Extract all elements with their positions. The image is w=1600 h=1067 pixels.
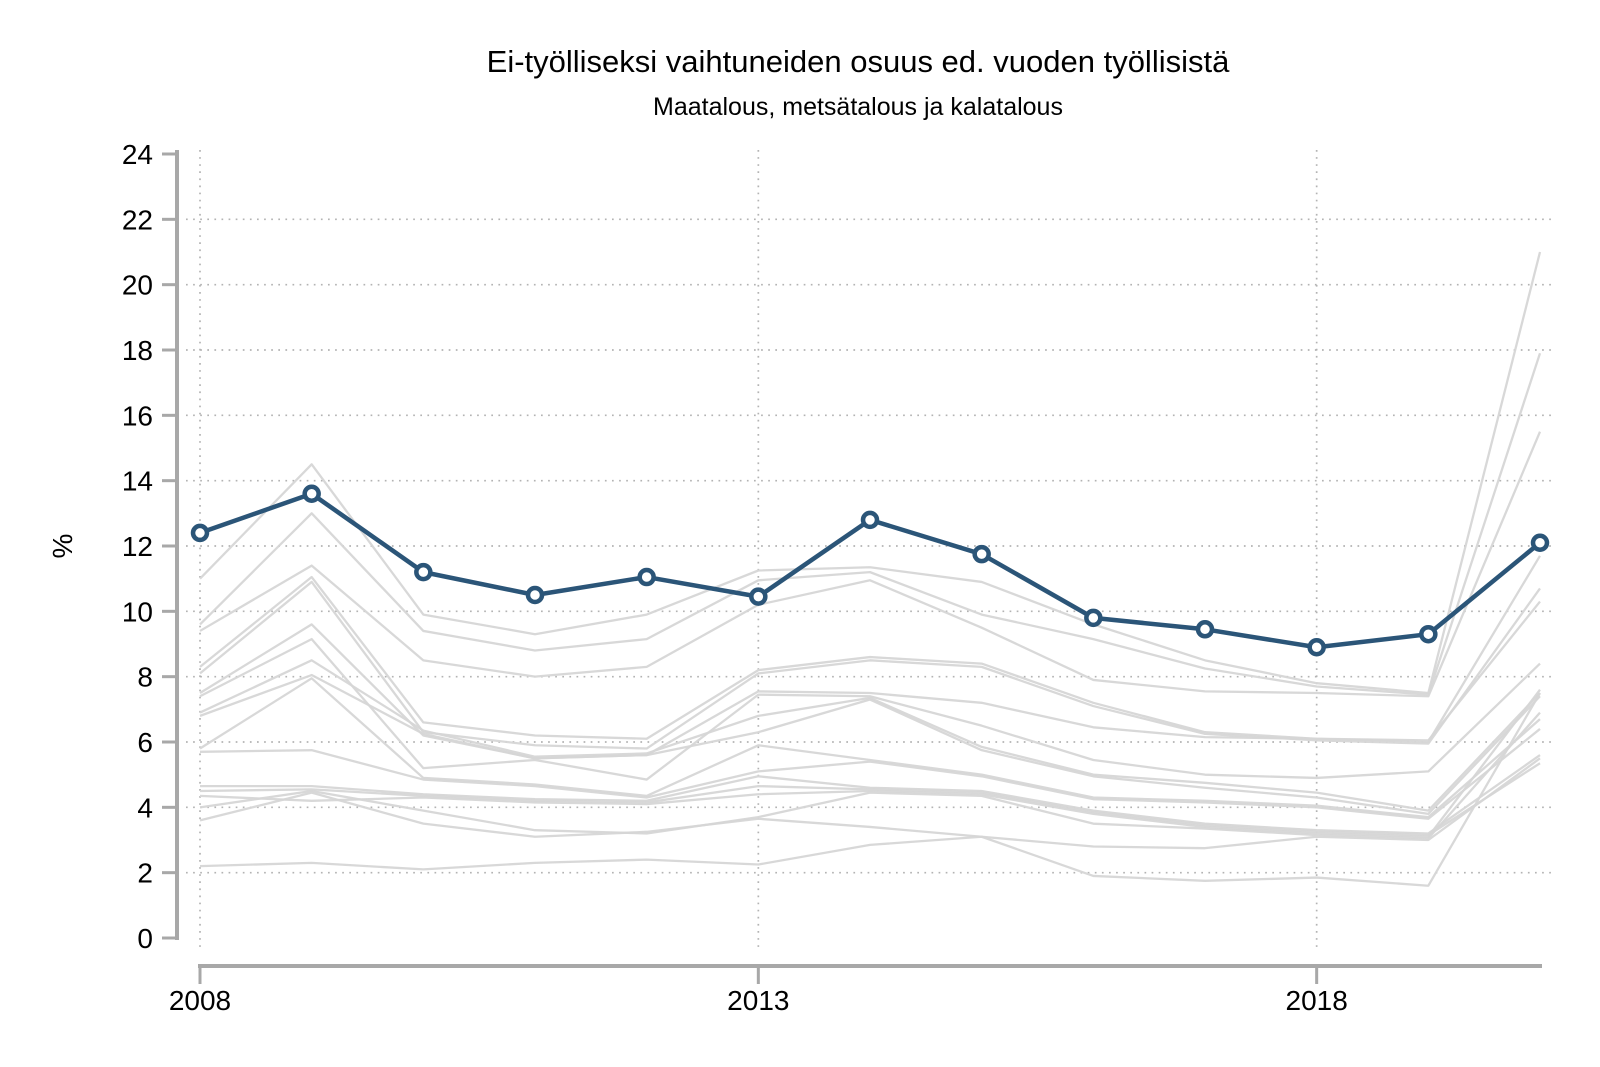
x-tick-label: 2018 <box>1286 985 1348 1016</box>
background-line <box>199 659 1541 812</box>
y-tick-label: 14 <box>122 466 153 497</box>
background-line <box>199 600 1541 760</box>
background-line <box>199 251 1542 695</box>
y-tick-label: 10 <box>122 596 153 627</box>
axes <box>162 150 1542 984</box>
background-line <box>199 352 1542 696</box>
y-tick-label: 22 <box>122 204 153 235</box>
y-tick-label: 16 <box>122 400 153 431</box>
background-line <box>199 673 1541 816</box>
data-point-marker <box>972 544 991 564</box>
background-series <box>199 251 1542 887</box>
background-line <box>199 692 1541 887</box>
chart-title: Ei-työlliseksi vaihtuneiden osuus ed. vu… <box>487 44 1230 79</box>
x-tick-label: 2008 <box>169 985 231 1016</box>
y-tick-label: 8 <box>137 662 153 693</box>
data-point-marker <box>860 510 880 530</box>
y-tick-label: 12 <box>122 531 153 562</box>
data-point-marker <box>414 562 433 582</box>
y-tick-label: 6 <box>137 727 153 758</box>
data-point-marker <box>1419 624 1438 644</box>
data-point-marker <box>1530 533 1550 552</box>
y-tick-label: 0 <box>137 923 153 954</box>
chart-subtitle: Maatalous, metsätalous ja kalatalous <box>653 93 1063 121</box>
y-tick-label: 4 <box>137 792 153 823</box>
y-tick-label: 18 <box>122 335 153 366</box>
background-line <box>199 728 1541 820</box>
background-line <box>199 711 1541 840</box>
y-tick-label: 2 <box>137 858 153 889</box>
data-point-marker <box>749 587 768 606</box>
data-point-marker <box>525 585 545 605</box>
highlight-series <box>190 484 1550 657</box>
data-point-marker <box>302 484 321 503</box>
background-line <box>199 677 1541 819</box>
y-tick-label: 20 <box>122 270 153 301</box>
y-tick-label: 24 <box>122 139 153 170</box>
data-point-marker <box>1195 620 1215 639</box>
background-line <box>199 762 1541 837</box>
background-line <box>199 689 1541 838</box>
data-point-marker <box>1307 638 1326 657</box>
background-line <box>199 580 1541 750</box>
background-line <box>200 754 1541 835</box>
background-line <box>199 757 1541 850</box>
gridlines <box>186 150 1555 950</box>
data-point-marker <box>190 523 210 543</box>
data-point-marker <box>1084 608 1103 628</box>
background-line <box>199 637 1541 781</box>
background-line <box>199 431 1542 698</box>
y-axis-title: % <box>47 534 78 559</box>
data-point-marker <box>637 567 656 587</box>
x-tick-label: 2013 <box>727 985 789 1016</box>
